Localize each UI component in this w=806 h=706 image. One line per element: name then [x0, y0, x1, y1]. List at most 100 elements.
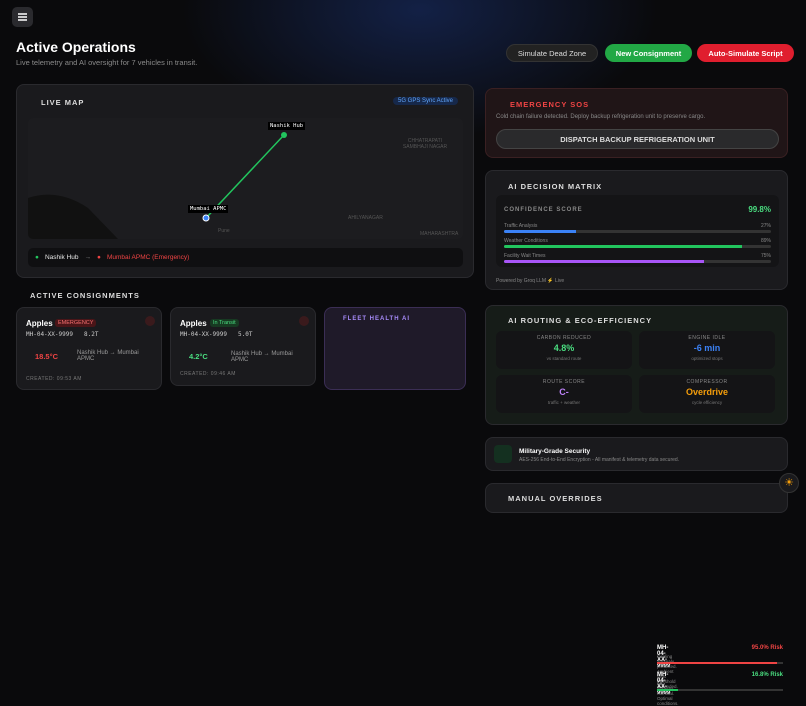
- factor-label: 27%: [760, 223, 771, 229]
- theme-toggle[interactable]: ☀: [779, 473, 799, 493]
- map-label: Nashik Hub: [268, 122, 306, 130]
- panel-title: AI ROUTING & ECO-EFFICIENCY: [508, 316, 653, 325]
- vehicle: MH-04-XX-9999: [180, 331, 227, 338]
- page-subtitle: Live telemetry and AI oversight for 7 ve…: [16, 58, 198, 67]
- arrow: →: [84, 254, 92, 261]
- confidence-value: 99.8%: [748, 205, 771, 214]
- live-map-panel: LIVE MAP 5G GPS Sync Active Nashik Hub M…: [16, 84, 474, 278]
- consignment-card: Apples In Transit MH-04-XX-9999 5.0T 4.2°C Na…: [170, 307, 316, 386]
- place-label: CHHATRAPATI SAMBHAJI NAGAR: [402, 138, 448, 150]
- delete-button[interactable]: [299, 316, 309, 326]
- metric-note: traffic + weather: [547, 400, 581, 405]
- place-label: Pune: [218, 228, 230, 234]
- panel-title: AI DECISION MATRIX: [508, 182, 603, 191]
- risk-bar: [657, 662, 777, 664]
- vehicle: MH-04-XX-9999: [26, 331, 73, 338]
- route-from: Nashik Hub: [44, 254, 79, 261]
- place-label: MAHARASHTRA: [420, 231, 459, 237]
- security-panel: Military-Grade Security AES-256 End-to-E…: [485, 437, 788, 471]
- factor-label: 89%: [760, 238, 771, 244]
- dispatch-button[interactable]: DISPATCH BACKUP REFRIGERATION UNIT: [496, 129, 779, 149]
- security-title: Military-Grade Security: [519, 448, 591, 455]
- panel-title: LIVE MAP: [41, 98, 85, 107]
- factor-track: [504, 245, 771, 248]
- sos-message: Cold chain failure detected. Deploy back…: [496, 114, 706, 120]
- auto-simulate-button[interactable]: Auto-Simulate Script: [697, 44, 794, 62]
- panel-title: EMERGENCY SOS: [510, 100, 590, 109]
- metric-note: vs standard route: [546, 356, 582, 361]
- risk-track: [657, 689, 783, 691]
- metric-cell: ENGINE IDLE -6 min optimized stops: [639, 331, 775, 369]
- fleet-note: All systems nominal. Optimal conditions.: [657, 681, 679, 706]
- dead-zone-button[interactable]: Simulate Dead Zone: [506, 44, 598, 62]
- product: Apples: [180, 319, 207, 328]
- factor-name: Weather Conditions: [504, 238, 548, 244]
- security-note: AES-256 End-to-End Encryption - All mani…: [519, 457, 680, 463]
- factor-bar: [504, 245, 742, 248]
- decision-matrix-panel: AI DECISION MATRIX CONFIDENCE SCORE 99.8…: [485, 170, 788, 290]
- temperature: 18.5°C: [35, 352, 59, 361]
- button-label: Auto-Simulate Script: [708, 48, 783, 58]
- button-label: DISPATCH BACKUP REFRIGERATION UNIT: [560, 134, 715, 144]
- matrix-box: CONFIDENCE SCORE 99.8% Traffic Analysis 2…: [496, 195, 779, 267]
- product: Apples: [26, 319, 53, 328]
- panel-title: FLEET HEALTH AI: [343, 316, 410, 322]
- metric-note: optimized stops: [691, 356, 723, 361]
- panel-title: MANUAL OVERRIDES: [508, 494, 603, 503]
- risk-track: [657, 662, 783, 664]
- page-title: Active Operations: [16, 39, 136, 55]
- weight: 5.0T: [238, 331, 253, 338]
- factor-bar: [504, 260, 705, 263]
- route-to: Mumbai APMC (Emergency): [106, 254, 190, 261]
- origin-marker: [281, 132, 287, 138]
- metric-value: 4.8%: [553, 343, 575, 353]
- created: CREATED: 09:46 AM: [180, 371, 236, 377]
- risk-label: 16.8% Risk: [751, 672, 783, 678]
- map-canvas: [28, 132, 287, 239]
- sea: [28, 194, 118, 239]
- metric-label: ENGINE IDLE: [688, 335, 726, 341]
- menu-button[interactable]: [12, 7, 33, 27]
- fleet-health-panel: FLEET HEALTH AI MH-04-XX-9999 95.0% Risk C…: [324, 307, 783, 706]
- created: CREATED: 09:53 AM: [26, 376, 82, 382]
- consignment-card: Apples EMERGENCY MH-04-XX-9999 8.2T 18.5°C Na…: [16, 307, 162, 390]
- metric-label: CARBON REDUCED: [536, 335, 592, 341]
- page: Active Operations Live telemetry and AI …: [12, 0, 799, 706]
- button-label: New Consignment: [615, 48, 682, 58]
- risk-label: 95.0% Risk: [751, 645, 783, 651]
- factor-track: [504, 260, 771, 263]
- button-label: Simulate Dead Zone: [517, 48, 587, 58]
- confidence-label: CONFIDENCE SCORE: [504, 207, 583, 213]
- factor-track: [504, 230, 771, 233]
- factor-label: 75%: [760, 253, 771, 259]
- route: Nashik Hub → Mumbai APMC: [231, 351, 293, 363]
- sos-panel: EMERGENCY SOS Cold chain failure detecte…: [485, 88, 788, 158]
- map: Nashik Hub Mumbai APMC CHHATRAPATI SAMBH…: [28, 118, 463, 239]
- temperature: 4.2°C: [189, 352, 208, 361]
- delete-button[interactable]: [145, 316, 155, 326]
- factor-name: Facility Wait Times: [504, 253, 546, 259]
- dot: ●: [35, 254, 39, 261]
- destination-marker: [202, 214, 210, 222]
- metric-cell: COMPRESSOR Overdrive cycle efficiency: [639, 375, 775, 413]
- new-consignment-button[interactable]: New Consignment: [605, 44, 692, 62]
- metric-value: C-: [559, 387, 569, 397]
- route-line: [205, 134, 285, 219]
- route-legend: ● Nashik Hub → ● Mumbai APMC (Emergency): [28, 248, 463, 267]
- factor-name: Traffic Analysis: [504, 223, 538, 229]
- routing-panel: AI ROUTING & ECO-EFFICIENCY CARBON REDUC…: [485, 305, 788, 425]
- metric-value: -6 min: [693, 343, 721, 353]
- matrix-footer: Powered by Groq LLM ⚡ Live: [496, 278, 565, 284]
- factor-bar: [504, 230, 577, 233]
- dot: ●: [97, 254, 101, 261]
- map-label: Mumbai APMC: [188, 205, 229, 213]
- shield-icon: [494, 445, 512, 463]
- metric-cell: CARBON REDUCED 4.8% vs standard route: [496, 331, 632, 369]
- section-title: ACTIVE CONSIGNMENTS: [30, 291, 140, 300]
- metric-note: cycle efficiency: [691, 400, 723, 405]
- menu-icon: [18, 13, 27, 21]
- overrides-panel: MANUAL OVERRIDES: [485, 483, 788, 513]
- place-label: AHILYANAGAR: [348, 215, 383, 221]
- route: Nashik Hub → Mumbai APMC: [77, 350, 139, 362]
- weight: 8.2T: [84, 331, 99, 338]
